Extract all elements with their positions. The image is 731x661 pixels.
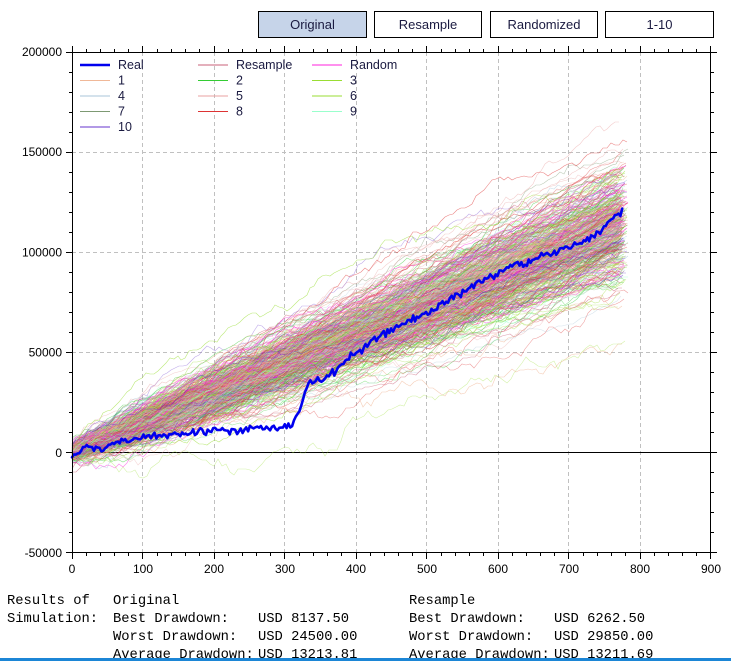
svg-text:600: 600: [488, 562, 508, 576]
svg-text:1: 1: [118, 74, 125, 88]
svg-text:900: 900: [701, 562, 721, 576]
svg-text:2: 2: [236, 74, 243, 88]
svg-text:Real: Real: [118, 58, 144, 72]
svg-text:150000: 150000: [22, 145, 62, 159]
svg-text:8: 8: [236, 105, 243, 119]
svg-text:7: 7: [118, 105, 125, 119]
svg-text:100: 100: [133, 562, 153, 576]
svg-text:-50000: -50000: [25, 546, 63, 560]
svg-text:500: 500: [417, 562, 437, 576]
svg-text:0: 0: [55, 446, 62, 460]
svg-text:Random: Random: [350, 58, 397, 72]
svg-text:4: 4: [118, 89, 125, 103]
svg-text:50000: 50000: [29, 346, 63, 360]
svg-text:Resample: Resample: [236, 58, 292, 72]
svg-text:700: 700: [559, 562, 579, 576]
svg-text:200: 200: [204, 562, 224, 576]
svg-text:100000: 100000: [22, 245, 62, 259]
svg-text:5: 5: [236, 89, 243, 103]
svg-text:200000: 200000: [22, 45, 62, 59]
svg-text:3: 3: [350, 74, 357, 88]
svg-text:400: 400: [346, 562, 366, 576]
svg-text:800: 800: [630, 562, 650, 576]
svg-text:0: 0: [69, 562, 76, 576]
svg-text:9: 9: [350, 105, 357, 119]
svg-text:300: 300: [275, 562, 295, 576]
svg-text:6: 6: [350, 89, 357, 103]
svg-text:10: 10: [118, 120, 132, 134]
